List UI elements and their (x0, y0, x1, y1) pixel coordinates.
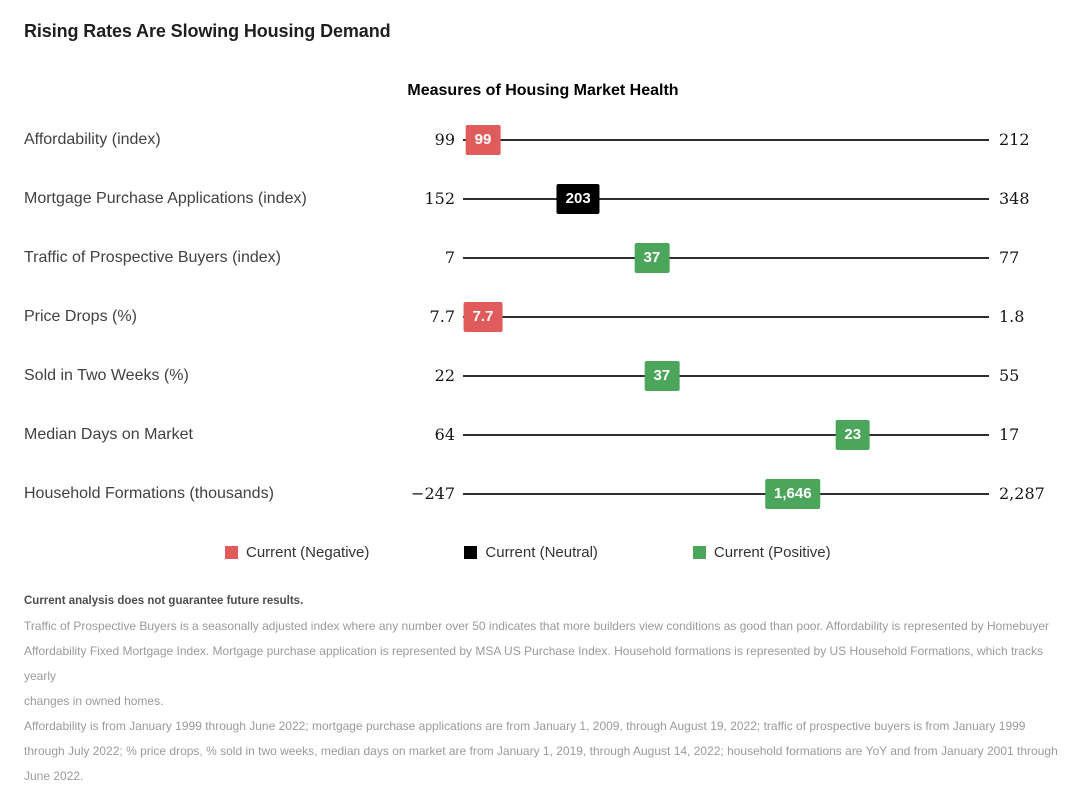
footnote-lines: Traffic of Prospective Buyers is a seaso… (24, 614, 1064, 789)
disclaimer-line: Current analysis does not guarantee futu… (24, 595, 304, 607)
chart-row: Affordability (index) 99 99 212 (0, 110, 1086, 169)
legend-item: Current (Negative) (225, 544, 369, 561)
row-min-value: 7 (444, 248, 455, 267)
row-line (463, 492, 989, 495)
row-max-value: 17 (999, 425, 1020, 444)
current-value-marker: 37 (644, 360, 680, 391)
footnote-line: changes in owned homes. (24, 694, 164, 708)
row-label: Sold in Two Weeks (%) (24, 366, 189, 384)
row-track: 37 (463, 346, 989, 405)
legend-label: Current (Negative) (246, 544, 370, 561)
current-value-marker: 99 (465, 124, 501, 155)
footnote-line: through July 2022; % price drops, % sold… (24, 744, 1058, 758)
chart-legend: Current (Negative) Current (Neutral) Cur… (225, 544, 831, 561)
chart-rows: Affordability (index) 99 99 212 Mortgage… (0, 110, 1086, 523)
chart-row: Household Formations (thousands) −247 1,… (0, 464, 1086, 523)
chart-row: Median Days on Market 64 23 17 (0, 405, 1086, 464)
footnotes: Current analysis does not guarantee futu… (24, 589, 1064, 796)
footnote-line: Traffic of Prospective Buyers is a seaso… (24, 619, 1050, 633)
row-line (463, 433, 989, 436)
legend-label: Current (Neutral) (485, 544, 598, 561)
row-label: Affordability (index) (24, 130, 161, 148)
row-line (463, 315, 989, 318)
legend-swatch-icon (692, 546, 706, 559)
row-max-value: 1.8 (999, 307, 1025, 326)
source-line: Source: Bloomberg, Mortgage Bankers Asso… (24, 789, 1064, 796)
row-line (463, 138, 989, 141)
footnote-line: Affordability is from January 1999 throu… (24, 719, 1026, 733)
row-min-value: 22 (434, 366, 455, 385)
chart-row: Traffic of Prospective Buyers (index) 7 … (0, 228, 1086, 287)
row-track: 23 (463, 405, 989, 464)
chart-title: Measures of Housing Market Health (407, 82, 679, 99)
row-track: 7.7 (463, 287, 989, 346)
legend-label: Current (Positive) (713, 544, 831, 561)
row-label: Mortgage Purchase Applications (index) (24, 189, 307, 207)
row-line (463, 197, 989, 200)
row-max-value: 2,287 (999, 484, 1045, 503)
current-value-marker: 37 (634, 242, 670, 273)
row-min-value: 7.7 (429, 307, 455, 326)
row-max-value: 77 (999, 248, 1020, 267)
legend-swatch-icon (225, 546, 238, 559)
row-track: 203 (463, 169, 989, 228)
chart-row: Price Drops (%) 7.7 7.7 1.8 (0, 287, 1086, 346)
current-value-marker: 23 (835, 419, 871, 450)
row-label: Household Formations (thousands) (24, 484, 274, 502)
footnote-line: June 2022. (24, 769, 84, 783)
row-label: Median Days on Market (24, 425, 193, 443)
row-min-value: −247 (411, 484, 455, 503)
row-max-value: 55 (999, 366, 1020, 385)
row-max-value: 348 (999, 189, 1030, 208)
footnote-line: Affordability Fixed Mortgage Index. Mort… (24, 644, 1043, 683)
row-track: 99 (463, 110, 989, 169)
row-line (463, 374, 989, 377)
row-label: Price Drops (%) (24, 307, 137, 325)
page-title: Rising Rates Are Slowing Housing Demand (24, 21, 391, 41)
row-min-value: 152 (424, 189, 455, 208)
row-min-value: 99 (434, 130, 455, 149)
chart-row: Mortgage Purchase Applications (index) 1… (0, 169, 1086, 228)
legend-item: Current (Neutral) (464, 544, 598, 561)
legend-swatch-icon (464, 546, 478, 559)
row-max-value: 212 (999, 130, 1030, 149)
row-label: Traffic of Prospective Buyers (index) (24, 248, 281, 266)
row-track: 37 (463, 228, 989, 287)
legend-item: Current (Positive) (692, 544, 831, 561)
current-value-marker: 7.7 (463, 301, 503, 332)
chart-row: Sold in Two Weeks (%) 22 37 55 (0, 346, 1086, 405)
row-track: 1,646 (463, 464, 989, 523)
row-min-value: 64 (434, 425, 455, 444)
current-value-marker: 1,646 (765, 478, 821, 509)
current-value-marker: 203 (556, 183, 600, 214)
row-line (463, 256, 989, 259)
